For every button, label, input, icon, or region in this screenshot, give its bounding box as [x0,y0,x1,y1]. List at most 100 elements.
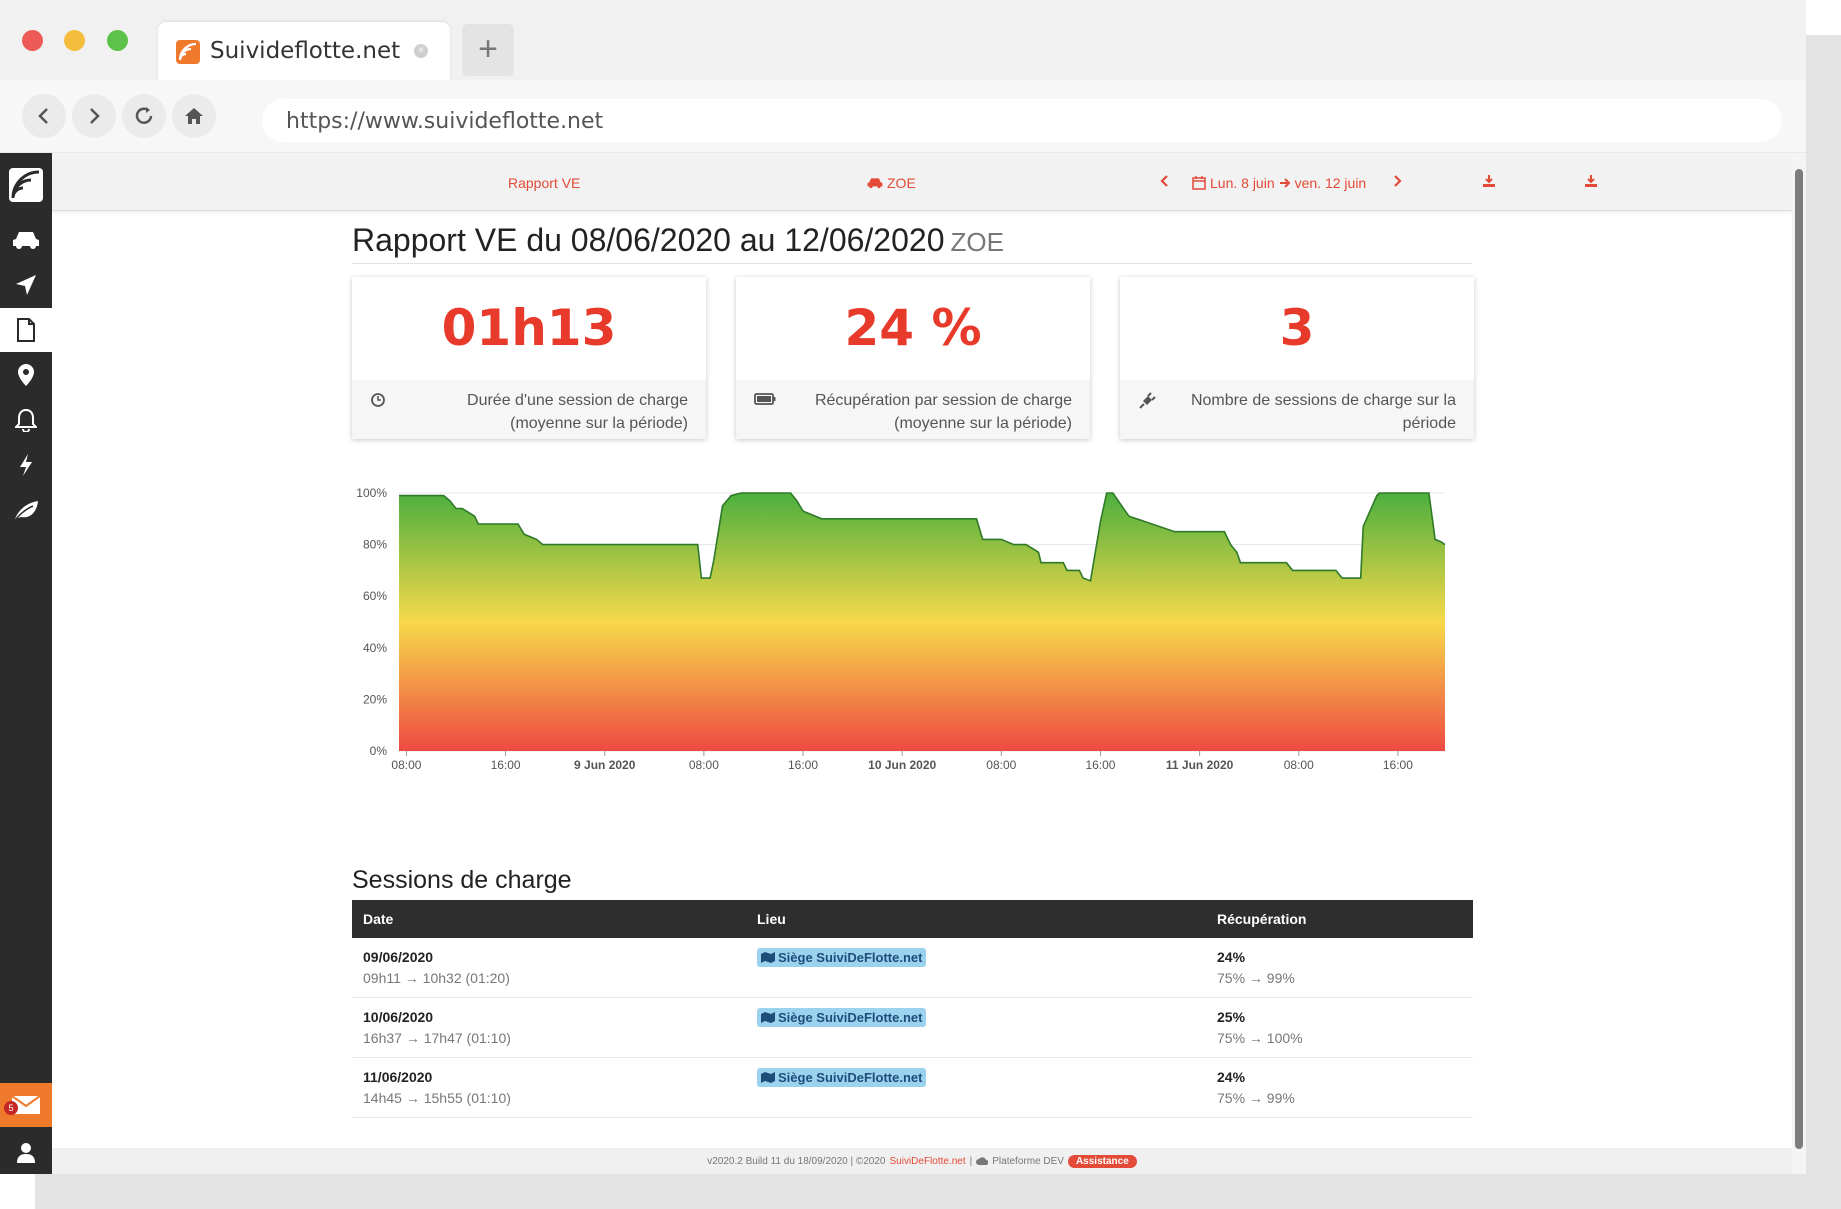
date-range-end: ven. 12 juin [1294,175,1367,191]
column-header-date[interactable]: Date [363,911,394,927]
forward-button[interactable] [72,94,116,138]
kpi-description-line1: Durée d'une session de charge [467,392,688,409]
kpi-description-line1: Récupération par session de charge [814,392,1072,409]
lightning-icon[interactable] [0,443,52,487]
minimize-window-button[interactable] [64,30,85,51]
next-period-button[interactable] [1392,175,1402,187]
mail-button[interactable]: 5 [0,1083,52,1127]
chevron-left-icon [1160,175,1168,187]
reload-button[interactable] [122,94,166,138]
location-label: Siège SuiviDeFlotte.net [778,1010,923,1025]
map-icon [761,1012,775,1023]
report-tab[interactable]: Rapport VE [508,175,581,191]
location-label: Siège SuiviDeFlotte.net [778,1070,923,1085]
location-tag[interactable]: Siège SuiviDeFlotte.net [757,948,927,967]
bell-icon[interactable] [0,398,52,442]
maximize-window-button[interactable] [107,30,128,51]
report-toolbar: Rapport VE ZOE Lun. 8 juin ven. 12 juin [52,153,1792,211]
scrollbar-thumb[interactable] [1795,169,1803,1149]
browser-window: Suivideflotte.net × + https://www.suivid… [0,0,1806,1174]
battery-level-chart: 0%20%40%60%80%100% 08:00 16:00 9 Jun 2020 0… [356,486,1446,772]
x-tick-label: 08:00 [1284,758,1314,772]
kpi-description-line2: (moyenne sur la période) [510,415,688,432]
session-time: 16h37 → 17h47 (01:10) [363,1030,511,1046]
column-header-recuperation[interactable]: Récupération [1217,911,1307,927]
location-tag[interactable]: Siège SuiviDeFlotte.net [757,1068,927,1087]
x-tick-label: 11 Jun 2020 [1166,758,1234,772]
table-header: Date Lieu Récupération [352,900,1473,938]
assistance-button[interactable]: Assistance [1067,1154,1137,1168]
download-icon [1585,175,1597,187]
table-row[interactable]: 11/06/2020 14h45 → 15h55 (01:10) Siège S… [352,1058,1473,1118]
kpi-description-line2: période [1402,415,1456,432]
kpi-description-line2: (moyenne sur la période) [894,415,1072,432]
home-icon [185,108,203,124]
arrow-right-icon [1279,178,1291,188]
download-button-1[interactable] [1483,175,1495,187]
previous-period-button[interactable] [1160,175,1170,187]
address-bar[interactable]: https://www.suivideflotte.net [262,99,1782,142]
page-title: Rapport VE du 08/06/2020 au 12/06/2020 ZO… [352,222,1004,259]
logo-icon[interactable] [0,163,52,207]
footer-version: v2020.2 Build 11 du 18/09/2020 | ©2020 [707,1155,886,1167]
download-button-2[interactable] [1585,175,1597,187]
tab-title: Suivideflotte.net [210,38,401,64]
session-recovery: 24% [1217,949,1246,965]
title-divider [352,263,1472,264]
new-tab-button[interactable]: + [462,24,514,76]
x-tick-label: 08:00 [391,758,421,772]
x-tick-label: 08:00 [689,758,719,772]
map-pin-icon[interactable] [0,353,52,397]
kpi-value: 24 % [844,299,982,357]
download-icon [1483,175,1495,187]
document-icon[interactable] [0,308,52,352]
leaf-icon[interactable] [0,488,52,532]
page-scrollbar[interactable] [1792,153,1806,1174]
kpi-card-sessions: 3 Nombre de sessions de charge sur la pé… [1120,277,1474,439]
y-tick-label: 60% [363,589,387,603]
vehicle-label: ZOE [887,175,916,191]
close-window-button[interactable] [22,30,43,51]
date-range-picker[interactable]: Lun. 8 juin ven. 12 juin [1192,175,1366,191]
x-axis: 08:00 16:00 9 Jun 2020 08:00 16:00 10 Jun 202… [391,751,1413,772]
tab-close-icon[interactable]: × [414,44,428,58]
mail-icon [11,1095,41,1114]
table-row[interactable]: 09/06/2020 09h11 → 10h32 (01:20) Siège S… [352,938,1473,998]
session-range: 75% → 99% [1217,970,1295,986]
footer-separator: | [969,1155,973,1167]
kpi-description: Récupération par session de charge (moye… [802,389,1072,435]
navigation-icon[interactable] [0,263,52,307]
footer-brand-link[interactable]: SuiviDeFlotte.net [889,1155,966,1167]
x-tick-label: 16:00 [491,758,521,772]
browser-tab[interactable]: Suivideflotte.net × [158,22,450,80]
reload-icon [135,107,153,124]
home-button[interactable] [172,94,216,138]
forward-icon [90,108,100,124]
tab-strip: Suivideflotte.net × + [0,0,1806,80]
kpi-footer: Nombre de sessions de charge sur la péri… [1120,380,1474,439]
session-recovery: 24% [1217,1069,1246,1085]
session-date: 10/06/2020 [363,1009,434,1025]
url-text: https://www.suivideflotte.net [286,109,604,134]
vehicle-selector[interactable]: ZOE [867,175,916,191]
back-button[interactable] [22,94,66,138]
map-icon [761,1072,775,1083]
car-icon[interactable] [0,218,52,262]
column-header-lieu[interactable]: Lieu [757,911,786,927]
user-icon[interactable] [0,1131,52,1174]
y-tick-label: 100% [356,486,387,500]
x-tick-label: 10 Jun 2020 [868,758,936,772]
kpi-value: 3 [1279,299,1315,357]
chevron-right-icon [1394,175,1402,187]
location-label: Siège SuiviDeFlotte.net [778,950,923,965]
y-tick-label: 20% [363,692,387,706]
sessions-table: Date Lieu Récupération 09/06/2020 09h11 … [352,900,1473,1118]
table-row[interactable]: 10/06/2020 16h37 → 17h47 (01:10) Siège S… [352,998,1473,1058]
session-range: 75% → 99% [1217,1090,1295,1106]
kpi-footer: Récupération par session de charge (moye… [736,380,1090,439]
cloud-icon [976,1157,989,1165]
session-recovery: 25% [1217,1009,1246,1025]
battery-icon [754,393,776,405]
kpi-card-duration: 01h13 Durée d'une session de charge (moy… [352,277,706,439]
location-tag[interactable]: Siège SuiviDeFlotte.net [757,1008,927,1027]
